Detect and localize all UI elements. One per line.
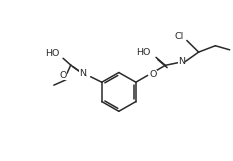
- Text: HO: HO: [45, 49, 59, 58]
- Text: N: N: [79, 69, 86, 78]
- Text: HO: HO: [137, 48, 151, 57]
- Text: O: O: [150, 70, 157, 79]
- Text: N: N: [178, 57, 185, 66]
- Text: Cl: Cl: [174, 32, 184, 41]
- Text: O: O: [60, 71, 67, 80]
